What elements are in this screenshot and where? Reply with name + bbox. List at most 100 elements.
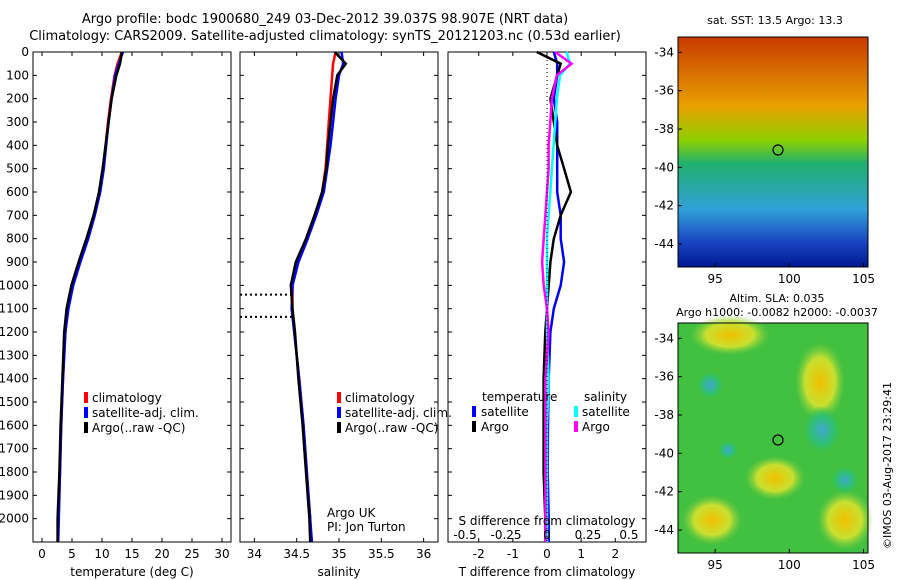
temperature-panel-frame xyxy=(32,51,232,543)
lat-tick-label: -38 xyxy=(654,122,674,136)
lon-tick-label: 95 xyxy=(707,272,722,286)
sst-map-frame xyxy=(677,36,869,268)
x-tick-label: 0 xyxy=(543,547,551,561)
x-tick-label: 30 xyxy=(214,547,229,561)
lat-tick-label: -44 xyxy=(654,523,674,537)
s-tick-label: -0.5 xyxy=(453,528,476,542)
x-tick-label: -1 xyxy=(507,547,519,561)
lat-tick-label: -40 xyxy=(654,446,674,460)
x-tick-label: 1 xyxy=(577,547,585,561)
legend-label-s-satellite: satellite xyxy=(582,405,630,419)
x-tick-label: 34 xyxy=(247,547,262,561)
pi-name-label: PI: Jon Turton xyxy=(327,520,406,534)
x-tick-label: 25 xyxy=(184,547,199,561)
argo-program-label: Argo UK xyxy=(327,506,376,520)
lon-tick-label: 105 xyxy=(852,558,875,572)
x-tick-label: 35.5 xyxy=(368,547,395,561)
depth-tick-label: 400 xyxy=(6,138,29,152)
lat-tick-label: -38 xyxy=(654,408,674,422)
difference-plot: -2 -1 0 1 2 -0.5 -0.25 0 0.25 0.5 xyxy=(453,50,638,561)
series-line-climatology xyxy=(56,51,123,543)
legend-swatch-argo xyxy=(337,422,341,433)
chart-title-line1: Argo profile: bodc 1900680_249 03-Dec-20… xyxy=(81,12,569,27)
legend-swatch-argo xyxy=(84,422,88,433)
depth-tick-label: 2000 xyxy=(0,512,29,526)
legend-header-salinity: salinity xyxy=(584,390,627,404)
s-tick-label: 0.25 xyxy=(575,528,602,542)
sst-map-axes: -34 -36 -38 -40 -42 -44 95 100 105 xyxy=(654,45,875,286)
legend-label-argo: Argo(..raw -QC) xyxy=(92,421,185,435)
salinity-panel-frame xyxy=(239,51,439,543)
depth-tick-label: 900 xyxy=(6,255,29,269)
x-tick-label: 34.5 xyxy=(283,547,310,561)
legend-swatch-climatology xyxy=(337,392,341,403)
legend-label-t-argo: Argo xyxy=(481,420,509,434)
legend-swatch-climatology xyxy=(84,392,88,403)
series-line-salinity-satellite xyxy=(545,51,572,542)
series-line-argo-raw-qc- xyxy=(56,51,124,542)
legend-swatch-t-satellite xyxy=(472,406,476,417)
depth-tick-label: 1000 xyxy=(0,278,29,292)
legend-swatch-satellite xyxy=(84,407,88,418)
lon-tick-label: 100 xyxy=(778,558,801,572)
series-line-temperature-argo xyxy=(536,50,573,542)
legend-label-climatology: climatology xyxy=(345,391,415,405)
sla-map-title-line1: Altim. SLA: 0.035 xyxy=(729,292,824,305)
x-tick-label: 36 xyxy=(416,547,431,561)
sst-profile-location-marker xyxy=(772,144,784,156)
series-line-salinity-argo xyxy=(540,50,574,542)
lon-tick-label: 100 xyxy=(778,272,801,286)
legend-swatch-t-argo xyxy=(472,421,476,432)
depth-tick-label: 1800 xyxy=(0,465,29,479)
legend-header-temperature: temperature xyxy=(482,390,557,404)
s-tick-label: 0.5 xyxy=(619,528,638,542)
depth-tick-label: 800 xyxy=(6,232,29,246)
x-tick-label: 10 xyxy=(94,547,109,561)
depth-tick-label: 300 xyxy=(6,115,29,129)
lat-tick-label: -40 xyxy=(654,160,674,174)
x-tick-label: 2 xyxy=(611,547,619,561)
copyright-credit: ©IMOS 03-Aug-2017 23:29:41 xyxy=(881,382,894,549)
lat-tick-label: -36 xyxy=(654,370,674,384)
x-tick-label: 0 xyxy=(38,547,46,561)
lon-tick-label: 95 xyxy=(707,558,722,572)
legend-label-climatology: climatology xyxy=(92,391,162,405)
lat-tick-label: -36 xyxy=(654,84,674,98)
depth-tick-label: 200 xyxy=(6,92,29,106)
legend-label-satellite: satellite-adj. clim. xyxy=(345,406,452,420)
x-tick-label: 5 xyxy=(68,547,76,561)
legend-label-argo: Argo(..raw -QC) xyxy=(345,421,438,435)
s-difference-axis-label: S difference from climatology xyxy=(459,514,636,528)
lat-tick-label: -34 xyxy=(654,45,674,59)
depth-tick-label: 600 xyxy=(6,185,29,199)
depth-tick-label: 1900 xyxy=(0,488,29,502)
t-difference-axis-label: T difference from climatology xyxy=(458,565,636,579)
temperature-legend: climatology satellite-adj. clim. Argo(..… xyxy=(84,391,199,435)
depth-tick-label: 0 xyxy=(21,45,29,59)
s-tick-label: 0 xyxy=(543,528,551,542)
legend-label-s-argo: Argo xyxy=(582,420,610,434)
legend-swatch-s-satellite xyxy=(574,406,578,417)
lon-tick-label: 105 xyxy=(852,272,875,286)
series-line-satellite-adj-clim- xyxy=(290,51,345,543)
temperature-axis-label: temperature (deg C) xyxy=(70,565,193,579)
x-tick-label: -2 xyxy=(473,547,485,561)
legend-label-satellite: satellite-adj. clim. xyxy=(92,406,199,420)
lat-tick-label: -44 xyxy=(654,237,674,251)
depth-tick-label: 1600 xyxy=(0,418,29,432)
chart-title-line2: Climatology: CARS2009. Satellite-adjuste… xyxy=(29,29,621,44)
depth-tick-label: 1700 xyxy=(0,442,29,456)
sla-map xyxy=(677,315,873,554)
sla-map-frame xyxy=(677,322,869,554)
sla-map-title-line2: Argo h1000: -0.0082 h2000: -0.0037 xyxy=(676,306,878,319)
depth-tick-label: 1300 xyxy=(0,348,29,362)
series-line-argo-raw-qc- xyxy=(289,51,348,543)
sla-profile-location-marker xyxy=(772,434,784,446)
depth-axis: 0 100 200 300 400 500 600 700 800 900 1000 1100 1200… xyxy=(0,45,646,526)
depth-tick-label: 1500 xyxy=(0,395,29,409)
x-tick-label: 15 xyxy=(124,547,139,561)
sst-map-title: sat. SST: 13.5 Argo: 13.3 xyxy=(707,14,843,27)
legend-swatch-s-argo xyxy=(574,421,578,432)
salinity-axis-label: salinity xyxy=(317,565,360,579)
depth-tick-label: 1200 xyxy=(0,325,29,339)
